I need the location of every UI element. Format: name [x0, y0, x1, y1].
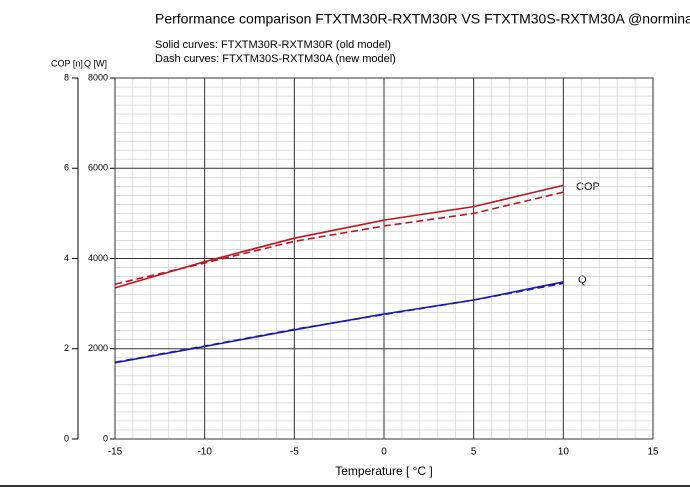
y2-tick-label: 0	[103, 433, 108, 443]
series-line	[114, 282, 564, 364]
y2-tick-label: 6000	[88, 163, 108, 173]
y2-axis-label: Q [W]	[84, 58, 107, 68]
y-tick-label: 8	[64, 72, 69, 82]
y2-tick-label: 4000	[88, 253, 108, 263]
x-tick-label: 5	[471, 447, 477, 458]
plot-frame	[114, 77, 654, 440]
y2-tick-label: 8000	[88, 72, 108, 82]
annotation: COP	[576, 181, 600, 193]
x-tick-label: 0	[381, 447, 387, 458]
y2-tick-label: 2000	[88, 343, 108, 353]
y-tick-label: 0	[64, 433, 69, 443]
y-axis-label: COP [n]	[51, 58, 83, 68]
x-tick-label: -10	[197, 447, 212, 458]
y-tick-label: 4	[64, 253, 69, 263]
subtitle: Solid curves: FTXTM30R-RXTM30R (old mode…	[155, 39, 391, 51]
annotation: Q	[578, 274, 587, 286]
y-tick-label: 2	[64, 343, 69, 353]
chart-title: Performance comparison FTXTM30R-RXTM30R …	[155, 11, 690, 27]
x-tick-label: 10	[558, 447, 570, 458]
subtitle: Dash curves: FTXTM30S-RXTM30A (new model…	[155, 53, 396, 65]
x-tick-label: -15	[108, 447, 123, 458]
x-tick-label: -5	[290, 447, 299, 458]
y-tick-label: 6	[64, 163, 69, 173]
series-line	[114, 184, 564, 289]
x-axis-label: Temperature [ °C ]	[335, 464, 433, 478]
x-tick-label: 15	[647, 447, 659, 458]
